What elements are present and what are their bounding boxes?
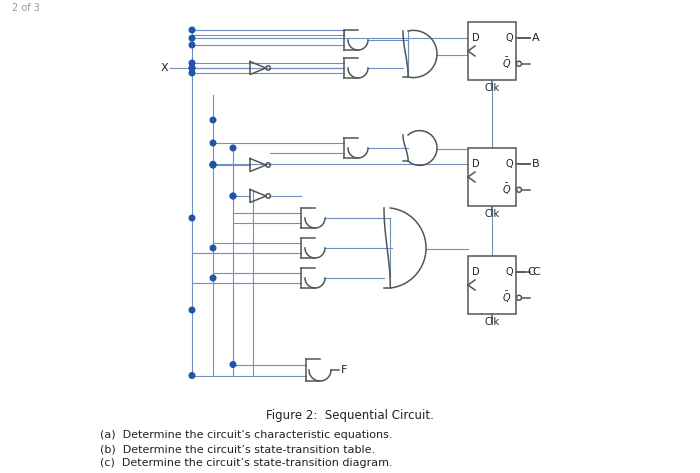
Text: Q: Q [505, 33, 512, 43]
Circle shape [230, 193, 236, 199]
Text: C: C [532, 267, 540, 277]
Circle shape [189, 307, 195, 313]
Text: D: D [472, 33, 480, 43]
Text: Clk: Clk [484, 317, 500, 327]
Text: $\bar{Q}$: $\bar{Q}$ [502, 56, 511, 71]
Text: D: D [472, 267, 480, 277]
Circle shape [189, 42, 195, 48]
Circle shape [189, 60, 195, 66]
Circle shape [189, 35, 195, 41]
Circle shape [189, 70, 195, 76]
Circle shape [189, 215, 195, 221]
Circle shape [189, 373, 195, 378]
Text: Figure 2:  Sequential Circuit.: Figure 2: Sequential Circuit. [266, 409, 434, 421]
Text: A: A [532, 33, 540, 43]
Circle shape [210, 245, 216, 251]
Bar [468, 256, 516, 314]
Text: 2 of 3: 2 of 3 [12, 3, 40, 13]
Circle shape [210, 161, 216, 167]
Circle shape [210, 117, 216, 123]
Text: Q: Q [505, 159, 512, 169]
Text: Clk: Clk [484, 83, 500, 93]
Text: (c)  Determine the circuit’s state-transition diagram.: (c) Determine the circuit’s state-transi… [100, 458, 393, 468]
Circle shape [189, 65, 195, 71]
Text: $\bar{Q}$: $\bar{Q}$ [502, 290, 511, 305]
Circle shape [210, 140, 216, 146]
Circle shape [230, 362, 236, 368]
Circle shape [189, 65, 195, 71]
Circle shape [230, 145, 236, 151]
Text: (a)  Determine the circuit’s characteristic equations.: (a) Determine the circuit’s characterist… [100, 430, 393, 440]
Circle shape [210, 162, 216, 168]
Text: B: B [532, 159, 540, 169]
Text: (b)  Determine the circuit’s state-transition table.: (b) Determine the circuit’s state-transi… [100, 444, 375, 454]
Text: C: C [527, 267, 535, 277]
Circle shape [210, 275, 216, 281]
Bar [468, 22, 516, 80]
Text: Clk: Clk [484, 209, 500, 219]
Text: D: D [472, 159, 480, 169]
Text: $\bar{Q}$: $\bar{Q}$ [502, 182, 511, 197]
Text: X: X [160, 63, 168, 73]
Circle shape [210, 162, 216, 168]
Circle shape [189, 27, 195, 33]
Bar [468, 148, 516, 206]
Text: F: F [341, 365, 347, 375]
Text: Q: Q [505, 267, 512, 277]
Circle shape [230, 193, 236, 199]
